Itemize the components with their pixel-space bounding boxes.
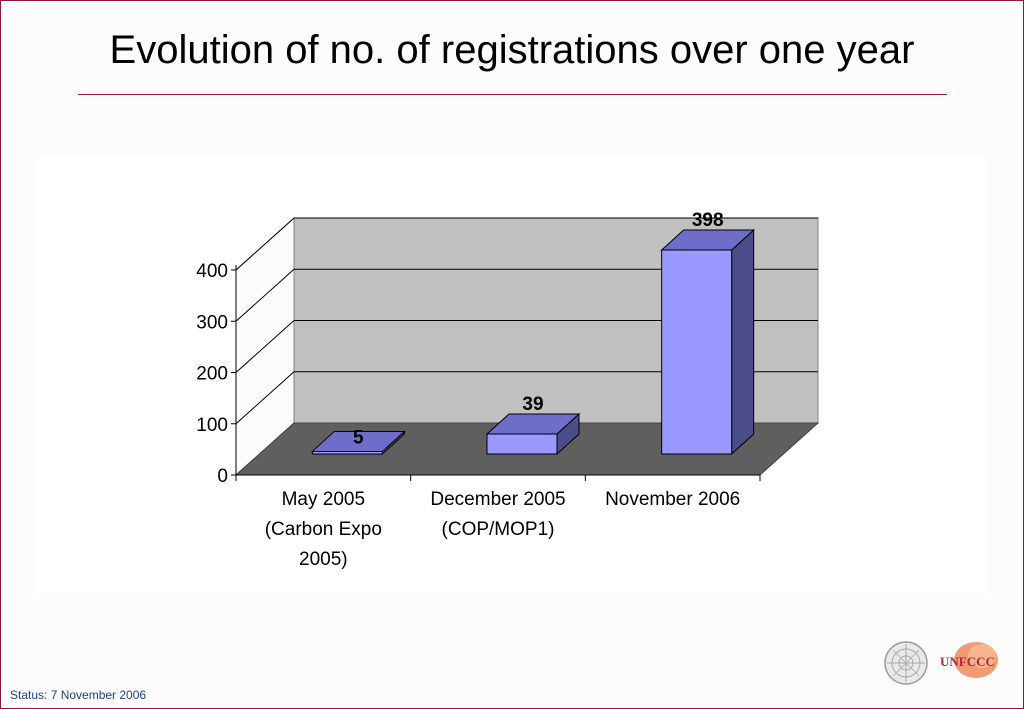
chart-panel: 0 100 200 300 400 5 39 398 May 2005 (Carbon Expo 2…: [37, 155, 986, 593]
bar-side: [731, 228, 755, 456]
status-footer: Status: 7 November 2006: [10, 688, 147, 702]
unfccc-logo: UNFCCC: [940, 642, 998, 678]
y-tick-label: 300: [196, 312, 228, 333]
footer-logos: UNFCCC: [884, 641, 998, 685]
y-tick-label: 200: [196, 364, 228, 385]
gridline-side: [235, 217, 295, 271]
gridline-side: [235, 371, 295, 425]
y-tick-label: 400: [196, 261, 228, 282]
data-label: 5: [353, 427, 364, 448]
bar: [661, 249, 733, 455]
unfccc-logo-text: UNFCCC: [940, 654, 995, 669]
data-label: 39: [522, 394, 543, 415]
title-divider: [78, 94, 947, 95]
x-category-label: December 2005 (COP/MOP1): [430, 489, 565, 540]
x-category-label-line: May 2005: [282, 489, 365, 510]
x-category-label-line: December 2005: [430, 489, 565, 510]
gridline-side: [235, 268, 295, 322]
y-tick-label: 100: [196, 415, 228, 436]
bar-top: [660, 229, 755, 251]
bar-top: [485, 413, 581, 435]
x-category-label-line: November 2006: [605, 489, 740, 510]
bar-chart: 0 100 200 300 400 5 39 398 May 2005 (Carbon Expo 2…: [196, 210, 820, 570]
gridline-side: [235, 320, 295, 373]
bar-top: [311, 430, 406, 452]
x-category-label-line: 2005): [299, 549, 348, 570]
x-category-label: November 2006: [605, 489, 740, 510]
x-category-label-line: (Carbon Expo: [265, 519, 382, 540]
bar: [486, 433, 558, 455]
data-label: 398: [692, 210, 724, 231]
y-tick-label: 0: [217, 466, 228, 487]
slide-title: Evolution of no. of registrations over o…: [109, 28, 915, 72]
un-emblem-icon: [884, 641, 928, 685]
x-category-label-line: (COP/MOP1): [442, 519, 555, 540]
x-category-label: May 2005 (Carbon Expo 2005): [265, 489, 382, 570]
